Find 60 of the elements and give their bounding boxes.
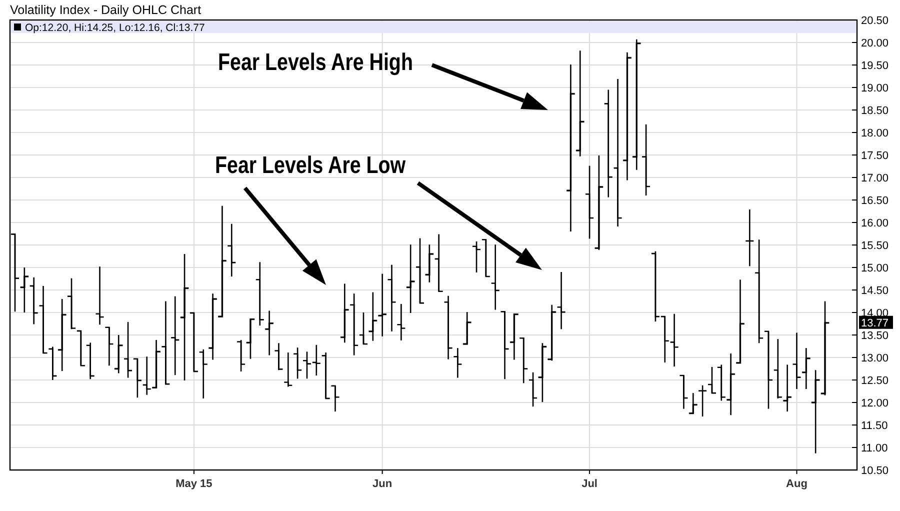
- candlestick: [378, 273, 386, 337]
- x-tick-label: May 15: [176, 478, 212, 490]
- candlestick: [472, 240, 481, 274]
- y-tick-label: 20.50: [861, 14, 889, 27]
- candlestick: [331, 385, 340, 412]
- y-tick-label: 14.50: [861, 284, 889, 297]
- candlestick: [802, 347, 810, 390]
- chart-title: Volatility Index - Daily OHLC Chart: [10, 3, 202, 17]
- candlestick: [199, 348, 208, 400]
- candlestick: [670, 313, 678, 368]
- y-tick-label: 19.50: [861, 60, 889, 72]
- y-tick-label: 16.50: [861, 194, 889, 207]
- candlestick: [397, 303, 406, 342]
- x-tick-label: Jul: [582, 478, 598, 490]
- y-tick-label: 12.50: [861, 374, 889, 387]
- candlestick: [680, 374, 688, 410]
- y-tick-label: 20.00: [861, 37, 889, 50]
- y-tick-label: 17.00: [861, 172, 889, 184]
- candlestick: [20, 266, 29, 314]
- candlestick: [557, 271, 566, 330]
- candlestick: [171, 296, 180, 376]
- candlestick: [491, 244, 500, 310]
- candlestick: [406, 244, 415, 314]
- y-tick-label: 18.50: [861, 104, 889, 117]
- candlestick: [698, 384, 707, 418]
- candlestick: [96, 266, 104, 326]
- candlestick: [105, 326, 114, 366]
- candlestick: [783, 364, 792, 412]
- candlestick: [425, 244, 434, 283]
- candlestick: [388, 264, 396, 332]
- y-tick-label: 17.50: [861, 150, 889, 162]
- y-tick-label: 12.00: [861, 397, 889, 410]
- candlestick: [265, 310, 274, 356]
- y-tick-label: 16.00: [861, 217, 889, 230]
- annotation: Fear Levels Are High: [218, 48, 413, 76]
- y-tick-label: 13.50: [861, 330, 889, 342]
- candlestick: [462, 311, 472, 345]
- x-tick-label: Jun: [372, 478, 392, 490]
- candlestick: [688, 392, 698, 414]
- candlestick: [454, 347, 462, 378]
- candlestick: [368, 292, 378, 342]
- candlestick: [811, 369, 820, 454]
- y-tick-label: 18.00: [861, 127, 889, 140]
- y-tick-label: 11.50: [861, 420, 888, 432]
- y-tick-label: 15.50: [861, 240, 889, 252]
- y-tick-label: 19.00: [861, 82, 889, 94]
- candlestick: [228, 223, 236, 278]
- y-tick-label: 13.00: [861, 352, 889, 364]
- annotation: Fear Levels Are Low: [215, 151, 406, 178]
- candlestick: [792, 332, 801, 390]
- y-tick-label: 11.00: [861, 442, 888, 454]
- y-tick-label: 10.50: [861, 464, 889, 477]
- candlestick: [274, 342, 283, 371]
- x-tick-label: Aug: [786, 478, 808, 490]
- candlestick: [302, 351, 311, 380]
- text: 13.77: [861, 318, 889, 330]
- y-tick-label: 15.00: [861, 262, 889, 274]
- annotation: Op:12.20, Hi:14.25, Lo:12.16, Cl:13.77: [25, 22, 205, 34]
- candlestick: [312, 344, 320, 376]
- candlestick: [284, 352, 292, 388]
